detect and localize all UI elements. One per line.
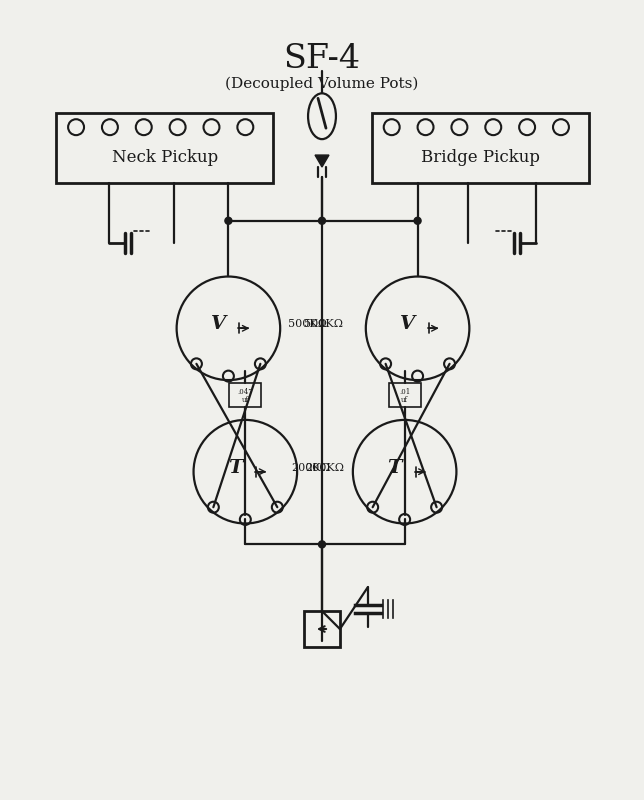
Circle shape — [319, 218, 325, 224]
Text: 500KΩ: 500KΩ — [304, 319, 343, 330]
Text: uf: uf — [401, 396, 408, 404]
Text: V: V — [400, 315, 415, 334]
Text: T: T — [388, 458, 402, 477]
Text: V: V — [211, 315, 226, 334]
Text: .01: .01 — [399, 388, 410, 396]
Bar — [56, 114, 273, 183]
Text: T: T — [228, 458, 243, 477]
Text: uf: uf — [242, 396, 249, 404]
Text: Bridge Pickup: Bridge Pickup — [421, 149, 540, 166]
Bar — [304, 611, 340, 647]
Bar — [229, 383, 261, 407]
Text: 200KΩ: 200KΩ — [291, 462, 330, 473]
Text: (Decoupled Volume Pots): (Decoupled Volume Pots) — [225, 76, 419, 90]
Circle shape — [414, 218, 421, 224]
Text: Neck Pickup: Neck Pickup — [111, 149, 218, 166]
Text: .047: .047 — [238, 388, 253, 396]
Bar — [372, 114, 589, 183]
Circle shape — [319, 541, 325, 548]
Text: 200KΩ: 200KΩ — [305, 462, 344, 473]
Polygon shape — [315, 155, 329, 167]
Text: SF-4: SF-4 — [283, 43, 361, 75]
Bar — [389, 383, 421, 407]
Text: 500KΩ: 500KΩ — [288, 319, 327, 330]
Circle shape — [225, 218, 232, 224]
